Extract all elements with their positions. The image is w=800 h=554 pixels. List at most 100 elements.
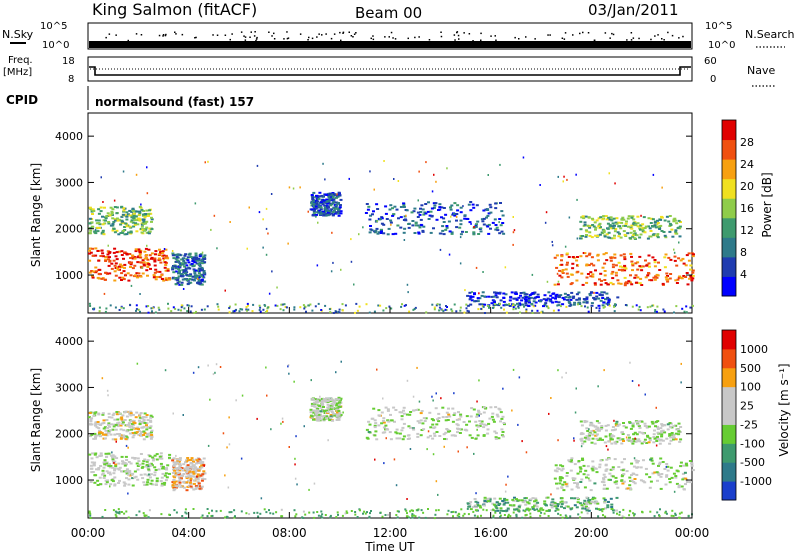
- echo-cell: [97, 423, 101, 426]
- echo-cell: [177, 272, 180, 275]
- noise-cell: [425, 161, 427, 164]
- echo-cell: [324, 214, 328, 217]
- echo-cell: [114, 262, 118, 265]
- echo-cell: [441, 229, 445, 232]
- echo-cell: [337, 212, 341, 215]
- echo-cell: [399, 226, 403, 229]
- echo-cell: [184, 271, 188, 274]
- echo-cell: [380, 222, 384, 225]
- echo-cell: [323, 211, 327, 213]
- echo-cell: [600, 426, 604, 429]
- ground-scatter-cell: [396, 510, 399, 513]
- echo-cell: [494, 506, 498, 509]
- echo-cell: [129, 420, 133, 423]
- ground-scatter-cell: [433, 517, 436, 520]
- noise-cell: [374, 458, 376, 461]
- ground-scatter-cell: [674, 512, 677, 515]
- echo-cell: [651, 472, 655, 475]
- echo-cell: [473, 498, 477, 500]
- echo-cell: [602, 291, 606, 294]
- echo-cell: [477, 233, 481, 235]
- ground-scatter-cell: [307, 304, 310, 307]
- echo-cell: [656, 472, 660, 475]
- echo-cell: [691, 469, 695, 472]
- noise-cell: [565, 371, 567, 374]
- nave-tick-high: 60: [704, 56, 717, 67]
- ytick-label: 3000: [55, 381, 83, 394]
- echo-cell: [152, 276, 156, 279]
- echo-cell: [514, 291, 518, 294]
- echo-cell: [658, 442, 662, 445]
- echo-cell: [636, 225, 640, 228]
- echo-cell: [319, 213, 322, 215]
- ground-scatter-cell: [466, 309, 469, 312]
- echo-cell: [125, 233, 129, 236]
- echo-cell: [146, 261, 150, 264]
- echo-cell: [599, 226, 602, 229]
- echo-cell: [474, 500, 478, 503]
- ground-scatter-cell: [494, 510, 497, 513]
- ground-scatter-cell: [486, 304, 489, 307]
- echo-cell: [316, 399, 319, 402]
- echo-cell: [627, 215, 631, 218]
- echo-cell: [336, 195, 340, 198]
- echo-cell: [108, 471, 112, 474]
- ground-scatter-cell: [98, 310, 101, 313]
- ground-scatter-cell: [524, 510, 527, 513]
- echo-cell: [336, 193, 340, 196]
- echo-cell: [496, 509, 500, 512]
- echo-cell: [604, 469, 608, 472]
- ground-scatter-cell: [531, 303, 534, 306]
- echo-cell: [618, 437, 622, 440]
- echo-cell: [203, 273, 207, 276]
- echo-cell: [416, 420, 420, 423]
- echo-cell: [691, 269, 695, 272]
- echo-cell: [476, 297, 480, 300]
- echo-cell: [145, 414, 149, 416]
- echo-cell: [182, 473, 186, 475]
- echo-cell: [335, 414, 339, 417]
- echo-cell: [582, 464, 586, 467]
- echo-cell: [328, 198, 332, 201]
- freq-tick-low: 8: [68, 74, 74, 85]
- noise-cell: [393, 458, 396, 461]
- echo-cell: [334, 196, 338, 199]
- echo-cell: [128, 225, 132, 228]
- echo-cell: [163, 474, 167, 477]
- echo-cell: [195, 259, 199, 262]
- ground-scatter-cell: [396, 516, 399, 519]
- echo-cell: [557, 295, 560, 298]
- echo-cell: [185, 475, 188, 478]
- echo-cell: [373, 434, 377, 437]
- echo-cell: [88, 217, 92, 220]
- echo-cell: [565, 272, 569, 275]
- echo-cell: [515, 508, 519, 511]
- echo-cell: [162, 279, 166, 282]
- nsearch-dot: [244, 36, 247, 38]
- ground-scatter-cell: [639, 309, 642, 312]
- echo-cell: [653, 259, 657, 261]
- echo-cell: [160, 278, 164, 280]
- noise-cell: [588, 477, 590, 480]
- echo-cell: [159, 452, 163, 455]
- colorbar-swatch: [722, 386, 736, 407]
- nsearch-dot: [308, 36, 310, 39]
- echo-cell: [616, 296, 620, 299]
- ground-scatter-cell: [406, 512, 408, 515]
- ground-scatter-cell: [192, 508, 195, 510]
- ground-scatter-cell: [598, 307, 601, 310]
- ground-scatter-cell: [414, 306, 417, 309]
- echo-cell: [120, 250, 124, 253]
- ground-scatter-cell: [547, 307, 550, 310]
- echo-cell: [550, 502, 554, 505]
- echo-cell: [125, 477, 128, 480]
- echo-cell: [444, 213, 448, 216]
- echo-cell: [576, 482, 579, 485]
- nsearch-dot: [249, 36, 251, 38]
- echo-cell: [128, 474, 132, 477]
- noise-cell: [203, 464, 205, 467]
- noise-cell: [435, 480, 438, 483]
- noise-cell: [125, 444, 128, 447]
- echo-cell: [595, 500, 599, 503]
- echo-cell: [149, 435, 153, 438]
